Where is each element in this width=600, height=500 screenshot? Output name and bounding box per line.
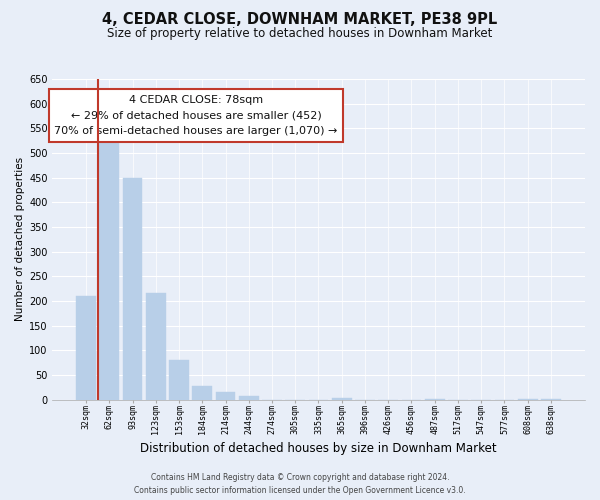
Text: 4, CEDAR CLOSE, DOWNHAM MARKET, PE38 9PL: 4, CEDAR CLOSE, DOWNHAM MARKET, PE38 9PL xyxy=(103,12,497,28)
Text: 4 CEDAR CLOSE: 78sqm
← 29% of detached houses are smaller (452)
70% of semi-deta: 4 CEDAR CLOSE: 78sqm ← 29% of detached h… xyxy=(54,95,338,136)
Bar xyxy=(122,178,142,400)
Text: Contains HM Land Registry data © Crown copyright and database right 2024.
Contai: Contains HM Land Registry data © Crown c… xyxy=(134,473,466,495)
Bar xyxy=(193,386,212,400)
Bar xyxy=(146,294,166,400)
Y-axis label: Number of detached properties: Number of detached properties xyxy=(15,157,25,322)
Bar xyxy=(169,360,189,400)
Bar xyxy=(100,138,119,400)
Bar xyxy=(332,398,352,400)
X-axis label: Distribution of detached houses by size in Downham Market: Distribution of detached houses by size … xyxy=(140,442,497,455)
Bar xyxy=(239,396,259,400)
Bar xyxy=(215,392,235,400)
Text: Size of property relative to detached houses in Downham Market: Size of property relative to detached ho… xyxy=(107,28,493,40)
Bar xyxy=(76,296,96,400)
